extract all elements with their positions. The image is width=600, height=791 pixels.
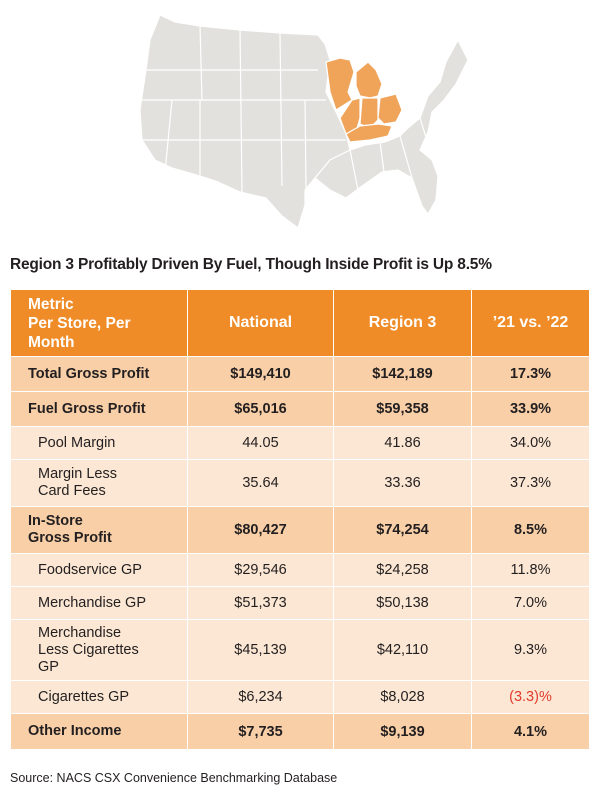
change-cell: 17.3% [471, 356, 590, 392]
header-metric: Metric Per Store, Per Month [10, 289, 188, 357]
header-change: ’21 vs. ’22 [471, 289, 590, 357]
change-cell: (3.3)% [471, 680, 590, 714]
region-3-cell: $142,189 [333, 356, 472, 392]
region-3-cell: $9,139 [333, 713, 472, 750]
national-cell: $6,234 [187, 680, 334, 714]
table-row: Foodservice GP $29,546 $24,258 11.8% [10, 553, 590, 587]
metric-cell: Merchandise GP [10, 586, 188, 620]
national-cell: $80,427 [187, 506, 334, 554]
metric-cell: Total Gross Profit [10, 356, 188, 392]
metric-cell: Fuel Gross Profit [10, 391, 188, 427]
table-row: Other Income $7,735 $9,139 4.1% [10, 713, 590, 750]
region-3-cell: 41.86 [333, 426, 472, 460]
metric-cell: Margin Less Card Fees [10, 459, 188, 507]
region-3-cell: $24,258 [333, 553, 472, 587]
table-row: Fuel Gross Profit $65,016 $59,358 33.9% [10, 391, 590, 427]
change-cell: 34.0% [471, 426, 590, 460]
region-3-cell: $74,254 [333, 506, 472, 554]
metric-cell: In-Store Gross Profit [10, 506, 188, 554]
table-row: Merchandise Less Cigarettes GP $45,139 $42,1… [10, 619, 590, 681]
header-region-3: Region 3 [333, 289, 472, 357]
region-3-cell: 33.36 [333, 459, 472, 507]
us-land [139, 14, 469, 229]
source-note: Source: NACS CSX Convenience Benchmarkin… [10, 771, 338, 785]
table-row: Merchandise GP $51,373 $50,138 7.0% [10, 586, 590, 620]
national-cell: $149,410 [187, 356, 334, 392]
change-cell: 9.3% [471, 619, 590, 681]
national-cell: $29,546 [187, 553, 334, 587]
us-map [139, 14, 469, 229]
change-cell: 11.8% [471, 553, 590, 587]
table-row: Cigarettes GP $6,234 $8,028 (3.3)% [10, 680, 590, 714]
metrics-table: Metric Per Store, Per Month National Regio… [10, 289, 590, 750]
region-3-cell: $42,110 [333, 619, 472, 681]
change-cell: 8.5% [471, 506, 590, 554]
metric-cell: Merchandise Less Cigarettes GP [10, 619, 188, 681]
national-cell: $51,373 [187, 586, 334, 620]
change-cell: 7.0% [471, 586, 590, 620]
region-3-cell: $59,358 [333, 391, 472, 427]
metric-cell: Other Income [10, 713, 188, 750]
region-3-highlight [325, 57, 403, 143]
national-cell: $65,016 [187, 391, 334, 427]
change-cell: 4.1% [471, 713, 590, 750]
region-3-cell: $8,028 [333, 680, 472, 714]
table-row: In-Store Gross Profit $80,427 $74,254 8.5% [10, 506, 590, 554]
table-body: Total Gross Profit $149,410 $142,189 17.3% F… [10, 356, 590, 750]
change-cell: 37.3% [471, 459, 590, 507]
national-cell: $45,139 [187, 619, 334, 681]
metric-cell: Cigarettes GP [10, 680, 188, 714]
table-row: Pool Margin 44.05 41.86 34.0% [10, 426, 590, 460]
region-3-cell: $50,138 [333, 586, 472, 620]
header-national: National [187, 289, 334, 357]
table-row: Margin Less Card Fees 35.64 33.36 37.3% [10, 459, 590, 507]
metric-cell: Pool Margin [10, 426, 188, 460]
change-cell: 33.9% [471, 391, 590, 427]
table-title: Region 3 Profitably Driven By Fuel, Thou… [10, 256, 492, 273]
national-cell: $7,735 [187, 713, 334, 750]
national-cell: 35.64 [187, 459, 334, 507]
table-row: Total Gross Profit $149,410 $142,189 17.3% [10, 356, 590, 392]
header-row: Metric Per Store, Per Month National Regio… [10, 289, 590, 357]
metric-cell: Foodservice GP [10, 553, 188, 587]
national-cell: 44.05 [187, 426, 334, 460]
